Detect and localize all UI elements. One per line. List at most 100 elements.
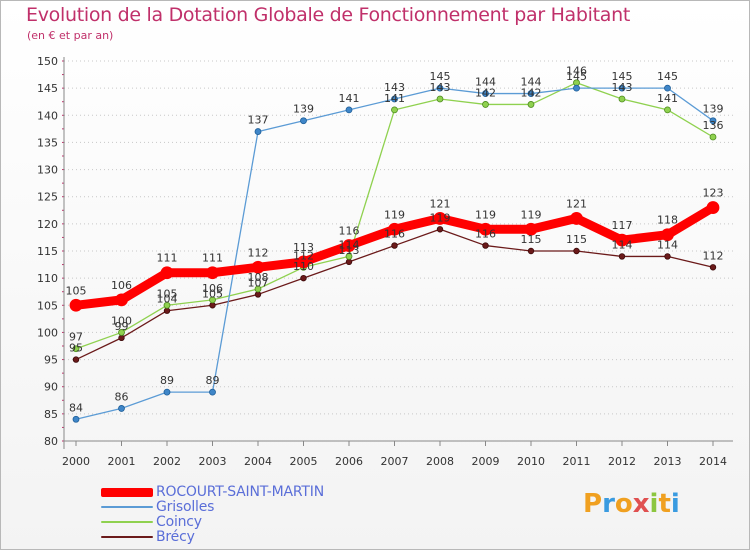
data-point-rocourt-saint-martin	[297, 255, 310, 269]
y-tick-label: 90	[44, 381, 58, 394]
x-tick-label: 2013	[654, 455, 682, 468]
data-label: 123	[703, 187, 724, 200]
data-point-grisolles	[618, 84, 626, 92]
data-label: 119	[384, 208, 405, 221]
data-label: 111	[157, 252, 178, 265]
data-label: 111	[202, 252, 223, 265]
data-label: 118	[657, 214, 678, 227]
data-point-coincy	[209, 296, 216, 304]
x-tick-label: 2012	[608, 455, 636, 468]
data-label: 104	[157, 293, 178, 306]
y-tick-label: 100	[37, 326, 58, 339]
legend-swatch	[101, 506, 153, 508]
data-label: 139	[703, 103, 724, 116]
data-label: 108	[248, 271, 269, 284]
data-point-rocourt-saint-martin	[706, 201, 720, 214]
data-label: 105	[202, 287, 223, 300]
legend-swatch	[101, 536, 153, 538]
y-tick-label: 105	[37, 299, 58, 312]
data-point-grisolles	[118, 405, 125, 412]
data-point-coincy	[254, 285, 262, 293]
data-label: 95	[69, 342, 83, 355]
data-label: 105	[66, 284, 87, 297]
legend-swatch	[101, 521, 153, 523]
data-point-brecy	[209, 302, 216, 309]
data-label: 113	[293, 241, 314, 254]
y-tick-label: 140	[37, 109, 58, 122]
data-point-brecy	[72, 356, 80, 363]
data-point-brecy	[436, 226, 444, 233]
x-tick-label: 2008	[426, 455, 454, 468]
data-label: 116	[475, 228, 496, 241]
data-label: 89	[160, 374, 174, 387]
data-label: 106	[202, 282, 223, 295]
data-label: 114	[657, 238, 678, 251]
data-point-rocourt-saint-martin	[388, 222, 401, 236]
data-point-grisolles	[391, 95, 398, 103]
data-point-brecy	[664, 253, 671, 260]
data-label: 86	[115, 390, 129, 403]
data-point-brecy	[527, 247, 535, 255]
data-label: 121	[430, 197, 451, 210]
data-label: 105	[157, 287, 178, 300]
data-label: 119	[521, 208, 542, 221]
x-tick-label: 2000	[62, 455, 90, 468]
data-label: 145	[612, 70, 633, 83]
axes: 80 85 90 95 100 105 110 115 120 125 130 135 140 145 15…	[37, 55, 733, 468]
data-label: 141	[339, 92, 360, 105]
data-point-brecy	[391, 242, 398, 249]
data-point-rocourt-saint-martin	[251, 260, 265, 274]
data-point-grisolles	[482, 90, 489, 97]
data-label: 113	[339, 244, 360, 257]
y-tick-label: 85	[44, 408, 58, 421]
data-point-grisolles	[527, 90, 535, 97]
data-label: 117	[612, 219, 633, 232]
data-label: 141	[384, 92, 405, 105]
data-point-brecy	[163, 307, 171, 314]
data-label: 115	[566, 233, 587, 246]
data-point-grisolles	[300, 117, 307, 125]
data-point-brecy	[300, 274, 307, 282]
data-label: 112	[293, 249, 314, 262]
data-label: 139	[293, 103, 314, 116]
x-tick-label: 2011	[563, 455, 591, 468]
y-tick-label: 145	[37, 82, 58, 95]
x-tick-label: 2004	[244, 455, 272, 468]
data-label: 146	[566, 65, 587, 78]
legend-swatch	[101, 487, 153, 497]
data-label: 99	[115, 320, 129, 333]
data-point-rocourt-saint-martin	[615, 233, 629, 247]
data-label: 106	[111, 279, 132, 292]
data-point-grisolles	[209, 388, 216, 396]
y-tick-label: 130	[37, 164, 58, 177]
data-label: 116	[339, 225, 360, 238]
data-point-grisolles	[436, 84, 444, 92]
y-tick-label: 135	[37, 136, 58, 149]
data-label: 89	[206, 374, 220, 387]
data-point-coincy	[391, 106, 398, 114]
data-label: 142	[521, 86, 542, 99]
y-tick-label: 110	[37, 272, 58, 285]
data-point-rocourt-saint-martin	[570, 212, 583, 225]
data-label: 114	[612, 238, 633, 251]
data-point-coincy	[527, 101, 535, 108]
y-tick-label: 95	[44, 354, 58, 367]
data-label: 115	[521, 233, 542, 246]
data-point-grisolles	[664, 84, 671, 92]
data-label: 119	[430, 211, 451, 224]
x-tick-label: 2010	[517, 455, 545, 468]
data-point-rocourt-saint-martin	[524, 222, 538, 236]
data-point-rocourt-saint-martin	[160, 266, 174, 280]
legend-label: Brécy	[156, 529, 195, 545]
y-tick-label: 115	[37, 245, 58, 258]
data-label: 145	[566, 70, 587, 83]
legend-label: Grisolles	[156, 499, 215, 515]
data-label: 107	[248, 276, 269, 289]
y-tick-label: 120	[37, 218, 58, 231]
data-label: 142	[475, 86, 496, 99]
y-tick-label: 80	[44, 435, 58, 448]
data-point-brecy	[618, 253, 626, 260]
data-point-grisolles	[254, 128, 262, 135]
data-point-rocourt-saint-martin	[661, 228, 674, 242]
